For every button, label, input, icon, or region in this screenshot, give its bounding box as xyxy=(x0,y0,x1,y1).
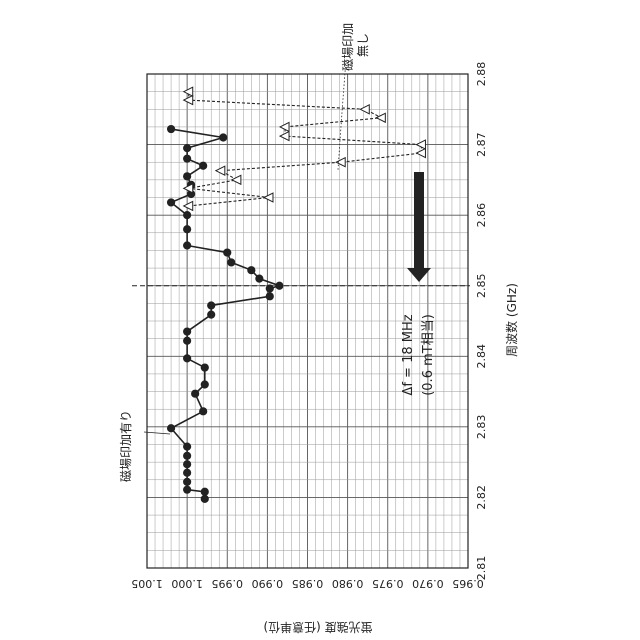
series-1-point xyxy=(228,259,235,266)
x-tick-label: 2.83 xyxy=(475,415,488,440)
x-tick-label: 2.85 xyxy=(475,273,488,298)
series-2-point xyxy=(336,158,345,167)
series-2-line xyxy=(189,92,422,206)
x-tick-label: 2.88 xyxy=(475,62,488,87)
series-1-point xyxy=(184,469,191,476)
series-1-point xyxy=(256,275,263,282)
y-tick-label: 1.000 xyxy=(171,577,203,590)
x-tick-label: 2.87 xyxy=(475,132,488,157)
series-1-point xyxy=(248,267,255,274)
x-axis-title: 周波数 (GHz) xyxy=(504,283,519,357)
x-tick-label: 2.81 xyxy=(475,556,488,581)
y-tick-label: 1.005 xyxy=(131,577,163,590)
series-1-point xyxy=(200,162,207,169)
series-1-point xyxy=(208,311,215,318)
series-2-point xyxy=(360,105,369,114)
series-1-point xyxy=(184,355,191,362)
y-tick-label: 0.985 xyxy=(292,577,324,590)
series-2-point xyxy=(376,113,385,122)
series-2-label-part2: 無し xyxy=(355,33,370,57)
y-tick-labels: 1.005 1.000 0.995 0.990 0.985 0.980 0.975 0.970… xyxy=(131,577,484,590)
series-2-point xyxy=(184,96,193,105)
series-1-point xyxy=(201,495,208,502)
series-lines xyxy=(171,92,421,499)
series-1-point xyxy=(201,488,208,495)
series-1-point xyxy=(208,302,215,309)
series-1-point xyxy=(266,293,273,300)
series-1-point xyxy=(184,486,191,493)
y-tick-label: 0.980 xyxy=(332,577,364,590)
series-1-point xyxy=(167,199,174,206)
series-2-point xyxy=(280,132,289,141)
series-1-point xyxy=(184,155,191,162)
series-1-point xyxy=(184,173,191,180)
series-2-point xyxy=(232,175,241,184)
x-tick-label: 2.86 xyxy=(475,203,488,228)
series-1-label: 磁場印加有り xyxy=(118,410,133,482)
series-1-point xyxy=(184,461,191,468)
series-2-leader xyxy=(338,60,346,170)
series-1-point xyxy=(200,408,207,415)
series-2-point xyxy=(216,166,225,175)
x-tick-label: 2.84 xyxy=(475,344,488,369)
series-1-leader xyxy=(144,432,170,434)
series-1-point xyxy=(220,134,227,141)
series-1-point xyxy=(184,452,191,459)
series-2-label: 磁場印加 無し xyxy=(340,19,370,71)
series-2-point xyxy=(416,149,425,158)
y-tick-label: 0.975 xyxy=(372,577,404,590)
series-1-point xyxy=(184,226,191,233)
series-1-point xyxy=(184,328,191,335)
x-tick-label: 2.82 xyxy=(475,485,488,510)
series-1-point xyxy=(184,212,191,219)
series-1-point xyxy=(184,478,191,485)
series-1-point xyxy=(167,125,174,132)
shift-arrow xyxy=(407,172,431,282)
series-2-point xyxy=(184,201,193,210)
series-1-point xyxy=(201,364,208,371)
data-markers xyxy=(167,87,425,502)
series-1-point xyxy=(184,242,191,249)
series-2-point xyxy=(264,193,273,202)
series-1-point xyxy=(167,425,174,432)
y-tick-label: 0.990 xyxy=(252,577,284,590)
y-tick-label: 0.995 xyxy=(212,577,244,590)
series-1-point xyxy=(276,282,283,289)
x-tick-labels: 2.81 2.82 2.83 2.84 2.85 2.86 2.87 2.88 xyxy=(475,62,488,581)
series-1-point xyxy=(201,381,208,388)
grid xyxy=(147,74,468,568)
y-axis-title: 蛍光強度 (任意単位) xyxy=(263,620,372,635)
series-1-point xyxy=(224,249,231,256)
series-1-point xyxy=(184,145,191,152)
series-1-point xyxy=(184,337,191,344)
series-1-point xyxy=(192,390,199,397)
shift-annotation-line2: (0.6 mT相当) xyxy=(421,314,436,396)
series-2-label-part1: 磁場印加 xyxy=(340,23,355,71)
y-tick-label: 0.965 xyxy=(452,577,484,590)
series-1-point xyxy=(184,443,191,450)
shift-annotation-line1: Δf = 18 MHz xyxy=(401,314,416,395)
y-tick-label: 0.970 xyxy=(412,577,444,590)
series-1-point xyxy=(266,285,273,292)
